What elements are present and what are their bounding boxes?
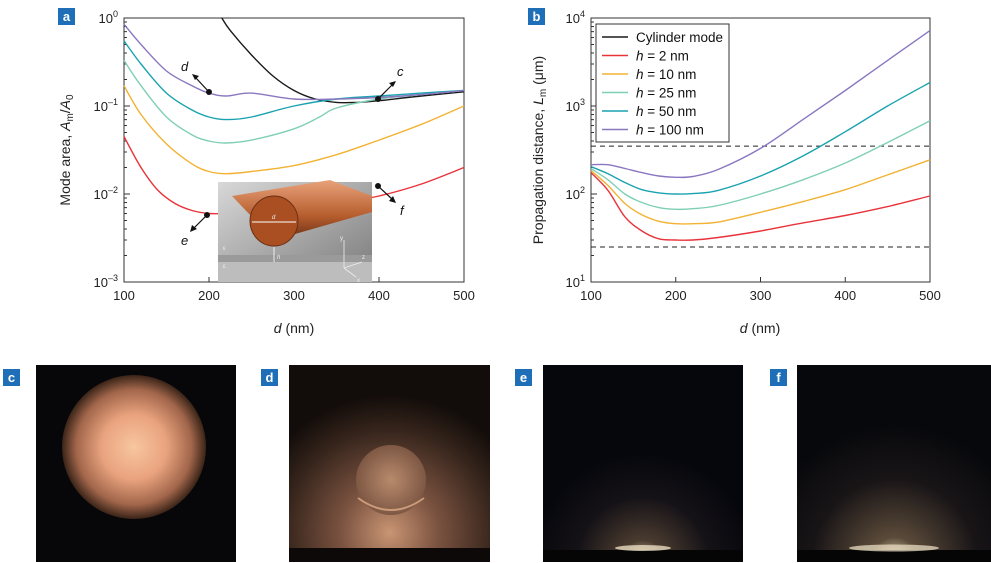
series-line-h-50-nm bbox=[123, 40, 465, 121]
panel-d-cylinder bbox=[356, 445, 426, 515]
x-tick-label: 400 bbox=[834, 288, 856, 303]
panel-e-badge bbox=[515, 369, 532, 386]
x-tick-label: 300 bbox=[283, 288, 305, 303]
y-tick-label: 10–1 bbox=[94, 97, 118, 114]
svg-text:h: h bbox=[277, 255, 281, 261]
panel-a-inset-schematic: d h y z x ε ε bbox=[218, 180, 372, 284]
panel-d-badge bbox=[261, 369, 278, 386]
panel-d-badge-label: d bbox=[266, 370, 274, 385]
y-tick-label: 104 bbox=[566, 9, 585, 26]
y-tick-label: 102 bbox=[566, 185, 585, 202]
panel-f-badge bbox=[770, 369, 787, 386]
panel-a-x-ticks: 100 200 300 400 500 bbox=[113, 277, 475, 303]
panel-b-badge bbox=[528, 8, 545, 25]
panel-b-legend: Cylinder mode h = 2 nm h = 10 nm h = 25 nm h… bbox=[595, 23, 730, 143]
svg-text:c: c bbox=[397, 64, 404, 79]
panel-a-x-axis-label: d (nm) bbox=[274, 320, 314, 336]
panel-b: b 100 200 300 400 500 101 102 103 104 d (nm) Pr… bbox=[528, 8, 941, 336]
panel-f-field-image bbox=[797, 365, 991, 562]
panel-d: d bbox=[261, 365, 490, 562]
x-tick-label: 200 bbox=[198, 288, 220, 303]
svg-text:e: e bbox=[181, 233, 188, 248]
inset-rod-end bbox=[249, 195, 299, 247]
series-line-h-10-nm bbox=[123, 85, 465, 175]
panel-b-y-ticks: 101 102 103 104 bbox=[566, 9, 597, 290]
legend-label-h-25-nm: h = 25 nm bbox=[636, 86, 696, 101]
panel-b-x-axis-label: d (nm) bbox=[740, 320, 780, 336]
series-line-h-25-nm bbox=[590, 120, 931, 211]
legend-label-cylinder-mode: Cylinder mode bbox=[636, 30, 723, 45]
panel-b-y-axis-label: Propagation distance, Lm (μm) bbox=[530, 56, 549, 244]
panel-e-field-image bbox=[543, 365, 743, 562]
panel-a-annotation-c: c bbox=[375, 64, 404, 102]
panel-a-annotation-d: d bbox=[181, 59, 212, 95]
series-line-cylinder-mode bbox=[221, 17, 465, 104]
series-line-h-50-nm bbox=[590, 81, 931, 195]
panel-f: f bbox=[770, 365, 991, 562]
x-tick-label: 200 bbox=[665, 288, 687, 303]
panel-a-badge-label: a bbox=[63, 9, 71, 24]
x-tick-label: 300 bbox=[750, 288, 772, 303]
panel-a-badge bbox=[58, 8, 75, 25]
panel-b-x-ticks: 100 200 300 400 500 bbox=[580, 277, 941, 303]
svg-text:d: d bbox=[272, 215, 276, 221]
y-tick-label: 103 bbox=[566, 97, 585, 114]
legend-label-h-10-nm: h = 10 nm bbox=[636, 67, 696, 82]
legend-label-h-50-nm: h = 50 nm bbox=[636, 104, 696, 119]
panel-c-badge-label: c bbox=[8, 370, 15, 385]
panel-c-mode-glow bbox=[62, 375, 206, 519]
series-line-h-100-nm bbox=[590, 30, 931, 179]
panel-f-badge-label: f bbox=[776, 370, 781, 385]
x-tick-label: 500 bbox=[453, 288, 475, 303]
panel-c-badge bbox=[3, 369, 20, 386]
series-line-h-100-nm bbox=[123, 23, 465, 101]
series-line-h-10-nm bbox=[590, 159, 931, 225]
panel-e: e bbox=[515, 365, 743, 562]
panel-b-dashed-lines bbox=[591, 145, 930, 248]
panel-a-y-ticks: 10–3 10–2 10–1 100 bbox=[94, 9, 130, 290]
svg-text:f: f bbox=[400, 203, 405, 218]
panel-a-annotation-e: e bbox=[181, 212, 210, 248]
legend-label-h-100-nm: h = 100 nm bbox=[636, 123, 704, 138]
svg-text:z: z bbox=[362, 255, 365, 261]
x-tick-label: 100 bbox=[580, 288, 602, 303]
series-line-h-2-nm bbox=[590, 172, 931, 241]
svg-text:y: y bbox=[340, 236, 343, 242]
y-tick-label: 10–2 bbox=[94, 185, 118, 202]
y-tick-label: 101 bbox=[566, 273, 585, 290]
panel-c: c bbox=[3, 365, 236, 562]
x-tick-label: 500 bbox=[919, 288, 941, 303]
x-tick-label: 400 bbox=[368, 288, 390, 303]
svg-text:d: d bbox=[181, 59, 189, 74]
svg-text:x: x bbox=[357, 278, 360, 284]
panel-e-badge-label: e bbox=[520, 370, 527, 385]
panel-a: a 100 200 300 400 500 10–3 10–2 10–1 100 d (nm)… bbox=[57, 8, 475, 336]
y-tick-label: 10–3 bbox=[94, 273, 118, 290]
svg-text:ε: ε bbox=[223, 246, 226, 252]
panel-a-annotation-f: f bbox=[375, 183, 405, 218]
panel-b-series bbox=[590, 30, 931, 241]
x-tick-label: 100 bbox=[113, 288, 135, 303]
series-line-h-25-nm bbox=[123, 60, 465, 144]
panel-b-badge-label: b bbox=[533, 9, 541, 24]
y-tick-label: 100 bbox=[99, 9, 118, 26]
panel-a-y-axis-label: Mode area, Am/A0 bbox=[57, 94, 76, 206]
legend-label-h-2-nm: h = 2 nm bbox=[636, 49, 689, 64]
svg-text:ε: ε bbox=[223, 264, 226, 270]
